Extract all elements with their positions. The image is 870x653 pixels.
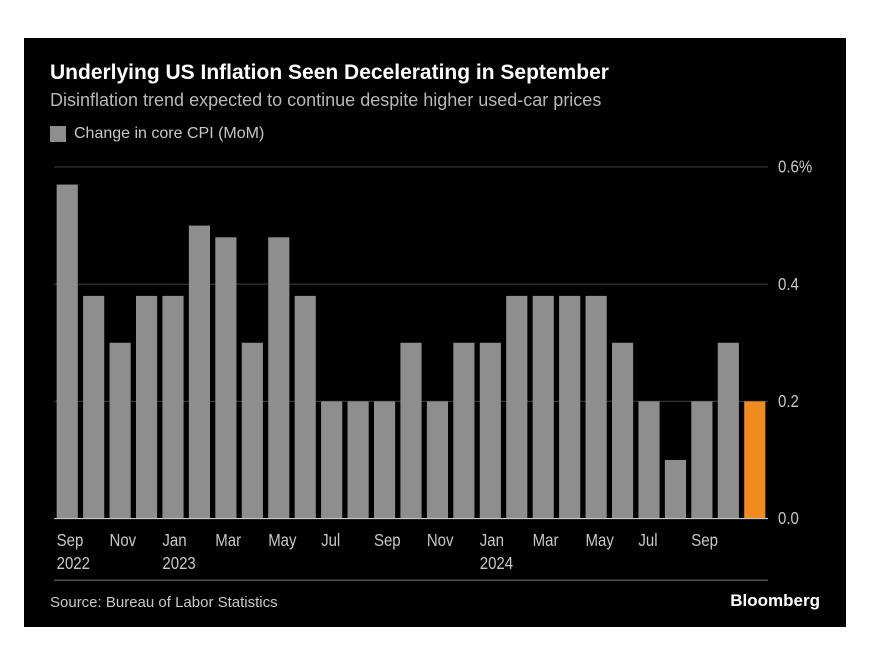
bar (110, 343, 131, 519)
bar (506, 296, 527, 519)
bar (215, 238, 236, 519)
y-tick-label: 0.4 (778, 275, 799, 294)
legend-swatch-icon (50, 126, 66, 142)
source-label: Source: Bureau of Labor Statistics (50, 594, 278, 611)
bar (268, 238, 289, 519)
bar (427, 402, 448, 519)
plot-area: 0.0 0.2 0.4 0.6% Sep 2022 Nov Jan 2023 Mar May Jul S… (50, 151, 820, 585)
bar (638, 402, 659, 519)
chart-subtitle: Disinflation trend expected to continue … (50, 90, 820, 111)
page-container: Underlying US Inflation Seen Deceleratin… (0, 0, 870, 653)
x-tick-label: Nov (110, 531, 137, 550)
x-tick-label: Jul (638, 531, 657, 550)
bar (480, 343, 501, 519)
bar (374, 402, 395, 519)
bar (453, 343, 474, 519)
bar (242, 343, 263, 519)
bar (189, 226, 210, 519)
x-tick-label: Jul (321, 531, 340, 550)
x-tick-label: Sep (374, 531, 401, 550)
legend: Change in core CPI (MoM) (50, 125, 820, 143)
brand-label: Bloomberg (730, 591, 820, 611)
x-tick-year-label: 2023 (162, 554, 195, 573)
bar (321, 402, 342, 519)
x-tick-year-label: 2022 (57, 554, 90, 573)
bar (744, 402, 765, 519)
bar (586, 296, 607, 519)
x-tick-label: Jan (162, 531, 186, 550)
bar (691, 402, 712, 519)
bar-chart-svg: 0.0 0.2 0.4 0.6% Sep 2022 Nov Jan 2023 Mar May Jul S… (50, 151, 820, 585)
y-tick-label: 0.6% (778, 158, 812, 177)
bar (162, 296, 183, 519)
chart-footer: Source: Bureau of Labor Statistics Bloom… (50, 591, 820, 611)
x-tick-label: Mar (533, 531, 559, 550)
x-tick-label: Mar (215, 531, 241, 550)
x-tick-year-label: 2024 (480, 554, 513, 573)
bar (400, 343, 421, 519)
chart-title: Underlying US Inflation Seen Deceleratin… (50, 60, 820, 86)
x-tick-label: May (268, 531, 296, 550)
x-tick-label: Sep (57, 531, 84, 550)
bar (295, 296, 316, 519)
chart-card: Underlying US Inflation Seen Deceleratin… (24, 38, 846, 627)
x-tick-label: Nov (427, 531, 454, 550)
legend-label: Change in core CPI (MoM) (74, 125, 264, 143)
x-tick-label: May (586, 531, 614, 550)
bar (348, 402, 369, 519)
x-tick-label: Jan (480, 531, 504, 550)
bar (559, 296, 580, 519)
bar (533, 296, 554, 519)
bar (612, 343, 633, 519)
bar (136, 296, 157, 519)
y-tick-label: 0.0 (778, 510, 799, 529)
bar (718, 343, 739, 519)
bar (83, 296, 104, 519)
bar (57, 185, 78, 519)
x-tick-label: Sep (691, 531, 718, 550)
y-tick-label: 0.2 (778, 392, 799, 411)
bar (665, 460, 686, 519)
